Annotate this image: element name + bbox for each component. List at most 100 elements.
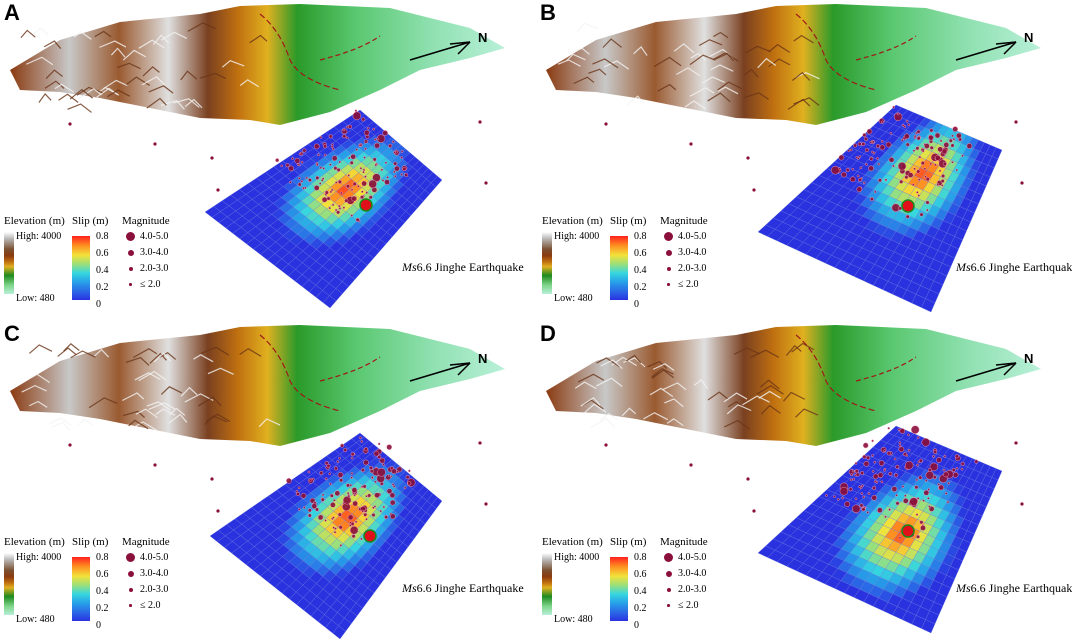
aftershock-dot <box>831 165 840 175</box>
aftershock-dot <box>351 195 358 202</box>
elevation-color-bar <box>542 553 552 615</box>
aftershock-dot <box>872 473 879 480</box>
aftershock-dot <box>307 177 312 183</box>
terrain-ridge <box>662 382 687 391</box>
elevation-low-label: Low: 480 <box>554 614 593 625</box>
fault-trace <box>795 334 877 412</box>
terrain-ridge <box>710 64 734 72</box>
aftershock-dot <box>311 477 315 481</box>
aftershock-dot <box>371 512 376 518</box>
aftershock-dot <box>1014 120 1018 124</box>
elevation-low-label: Low: 480 <box>16 614 55 625</box>
aftershock-dot <box>320 179 324 182</box>
aftershock-dot <box>924 479 928 482</box>
aftershock-dot <box>216 509 220 513</box>
panel-label: C <box>4 321 20 346</box>
terrain-ridge <box>57 347 77 357</box>
aftershock-dot <box>1014 441 1018 445</box>
aftershock-dot <box>850 473 853 476</box>
terrain-ridge <box>566 53 586 62</box>
aftershock-dot <box>929 462 939 472</box>
magnitude-range-label: ≤ 2.0 <box>678 600 699 611</box>
aftershock-dot <box>932 455 935 458</box>
terrain-ridge <box>239 79 260 88</box>
elevation-high-label: High: 4000 <box>16 552 62 563</box>
terrain-ridge <box>600 413 618 421</box>
aftershock-dot <box>352 111 362 121</box>
terrain-ridge <box>783 391 806 402</box>
aftershock-dot <box>928 505 931 508</box>
aftershock-dot <box>752 509 756 513</box>
aftershock-dot <box>893 457 897 461</box>
slip-tick-label: 0.8 <box>96 231 109 242</box>
aftershock-dot <box>336 460 340 463</box>
aftershock-dot <box>841 496 844 500</box>
slip-color-bar <box>72 236 90 300</box>
aftershock-dot <box>373 450 380 457</box>
slip-tick-label: 0.4 <box>634 265 647 276</box>
terrain-ridge <box>596 357 621 368</box>
fault-trace <box>319 35 381 61</box>
aftershock-dot <box>296 163 300 167</box>
aftershock-dot <box>898 441 902 444</box>
aftershock-dot <box>947 481 951 485</box>
terrain-ridge <box>791 342 815 353</box>
slip-grid <box>757 425 1003 634</box>
aftershock-dot <box>384 161 388 165</box>
aftershock-dot <box>349 525 359 535</box>
slip-grid <box>204 109 443 309</box>
terrain-ridge <box>20 29 36 38</box>
magnitude-legend-item: ≤ 2.0 <box>126 600 161 611</box>
aftershock-dot <box>210 477 214 481</box>
aftershock-dot <box>928 506 935 512</box>
aftershock-dot <box>407 481 412 486</box>
terrain-ridge <box>94 30 112 38</box>
aftershock-dot <box>329 163 332 167</box>
panel-a: N A Elevation (m) High: 4000 Low: 480 Slip … <box>0 0 536 321</box>
terrain-ridge <box>77 418 94 427</box>
aftershock-dot <box>895 464 900 469</box>
aftershock-dot <box>288 180 292 184</box>
aftershock-dot <box>922 499 925 502</box>
aftershock-dot <box>946 500 950 504</box>
north-arrow-line <box>457 41 471 55</box>
elevation-high-label: High: 4000 <box>16 231 62 242</box>
terrain-ridge <box>128 419 149 430</box>
aftershock-dot <box>839 486 849 496</box>
aftershock-dot <box>297 486 301 490</box>
aftershock-dot <box>303 506 306 509</box>
aftershock-dot <box>364 147 367 151</box>
terrain-ridge <box>58 93 79 103</box>
terrain-ridge <box>207 367 234 375</box>
aftershock-dot <box>899 428 906 434</box>
aftershock-dot <box>898 446 905 453</box>
aftershock-dot <box>302 186 305 190</box>
terrain-ridge <box>743 92 769 100</box>
aftershock-dot <box>951 160 954 164</box>
magnitude-legend-item: ≤ 2.0 <box>664 600 699 611</box>
terrain-ridge <box>713 31 729 39</box>
elevation-legend-title: Elevation (m) <box>4 215 65 227</box>
aftershock-dot <box>333 530 337 534</box>
magnitude-range-label: 4.0-5.0 <box>140 552 169 563</box>
slip-tick-label: 0.8 <box>634 231 647 242</box>
aftershock-dot <box>339 544 343 547</box>
terrain-ridge <box>621 407 637 417</box>
aftershock-dot <box>938 484 945 491</box>
elevation-low-label: Low: 480 <box>554 293 593 304</box>
aftershock-dot <box>879 144 886 151</box>
aftershock-dot <box>374 142 380 149</box>
aftershock-dot <box>386 444 393 450</box>
aftershock-dot <box>328 134 333 139</box>
magnitude-range-label: ≤ 2.0 <box>140 279 161 290</box>
terrain-ridge <box>793 34 814 44</box>
aftershock-dot <box>871 494 878 501</box>
aftershock-dot <box>857 141 862 147</box>
aftershock-dot <box>393 174 397 178</box>
aftershock-dot <box>911 183 915 187</box>
aftershock-dot <box>68 122 72 126</box>
aftershock-dot <box>858 155 862 159</box>
aftershock-dot <box>328 472 331 476</box>
aftershock-dot <box>865 455 871 460</box>
aftershock-dot <box>966 143 973 149</box>
